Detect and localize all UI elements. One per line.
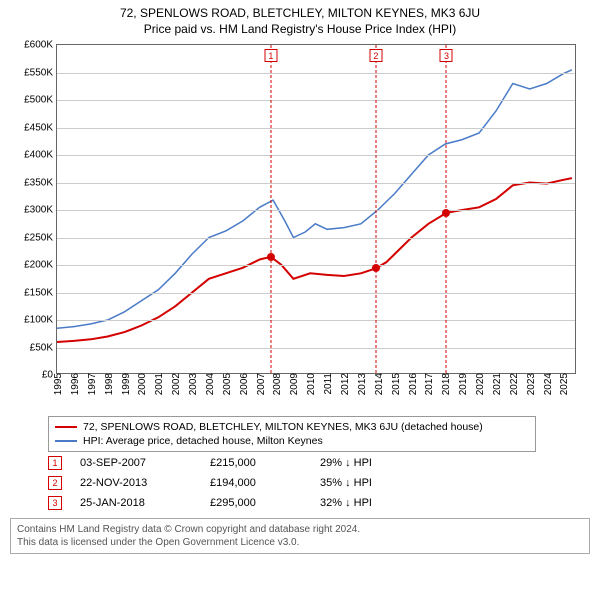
y-axis-label: £350K: [24, 177, 53, 188]
x-axis-label: 1995: [53, 373, 64, 395]
x-axis-label: 2010: [306, 373, 317, 395]
x-axis-label: 2023: [526, 373, 537, 395]
legend-swatch: [55, 426, 77, 428]
sale-marker-badge: 1: [264, 49, 277, 62]
sale-marker-line: [270, 45, 271, 373]
legend-label: 72, SPENLOWS ROAD, BLETCHLEY, MILTON KEY…: [83, 421, 483, 433]
x-axis-label: 2018: [441, 373, 452, 395]
footer-attribution: Contains HM Land Registry data © Crown c…: [10, 518, 590, 554]
x-axis-label: 2012: [340, 373, 351, 395]
legend-item: 72, SPENLOWS ROAD, BLETCHLEY, MILTON KEY…: [55, 421, 529, 433]
x-axis-label: 2025: [559, 373, 570, 395]
sale-row: 3 25-JAN-2018£295,00032% ↓ HPI: [48, 496, 590, 510]
footer-line-1: Contains HM Land Registry data © Crown c…: [17, 523, 583, 536]
x-axis-label: 2001: [154, 373, 165, 395]
sale-price: £215,000: [210, 457, 320, 469]
x-axis-label: 2000: [137, 373, 148, 395]
y-axis-label: £50K: [30, 342, 53, 353]
y-axis-label: £450K: [24, 122, 53, 133]
x-axis-label: 2009: [289, 373, 300, 395]
sale-date: 25-JAN-2018: [80, 497, 210, 509]
x-axis-label: 2011: [323, 373, 334, 395]
x-axis-label: 2008: [272, 373, 283, 395]
sale-price: £295,000: [210, 497, 320, 509]
sale-price: £194,000: [210, 477, 320, 489]
y-axis-label: £150K: [24, 287, 53, 298]
sale-marker-dot: [442, 209, 450, 217]
sale-marker-badge: 3: [440, 49, 453, 62]
x-axis-label: 2021: [492, 373, 503, 395]
x-axis-label: 2013: [357, 373, 368, 395]
x-axis-label: 2019: [458, 373, 469, 395]
x-axis-label: 2015: [391, 373, 402, 395]
legend-item: HPI: Average price, detached house, Milt…: [55, 435, 529, 447]
y-axis-label: £250K: [24, 232, 53, 243]
sale-marker-dot: [372, 264, 380, 272]
legend-label: HPI: Average price, detached house, Milt…: [83, 435, 323, 447]
x-axis-label: 2004: [205, 373, 216, 395]
chart-title: 72, SPENLOWS ROAD, BLETCHLEY, MILTON KEY…: [0, 6, 600, 20]
y-axis-label: £0: [42, 370, 53, 381]
x-axis-label: 2006: [239, 373, 250, 395]
x-axis-label: 2016: [408, 373, 419, 395]
x-axis-label: 2020: [475, 373, 486, 395]
plot-area: £0£50K£100K£150K£200K£250K£300K£350K£400…: [56, 44, 576, 374]
x-axis-label: 2005: [222, 373, 233, 395]
x-axis-label: 2017: [424, 373, 435, 395]
chart-area: £0 £50K £100K £150K £200K £250K £300K £350K £400…: [10, 40, 590, 410]
x-axis-label: 1996: [70, 373, 81, 395]
footer-line-2: This data is licensed under the Open Gov…: [17, 536, 583, 549]
x-axis-label: 1998: [104, 373, 115, 395]
x-axis-label: 2022: [509, 373, 520, 395]
sales-table: 1 03-SEP-2007£215,00029% ↓ HPI 2 22-NOV-201…: [48, 456, 590, 510]
sale-marker-dot: [267, 253, 275, 261]
y-axis-label: £500K: [24, 95, 53, 106]
x-axis-label: 2007: [256, 373, 267, 395]
x-axis-label: 2002: [171, 373, 182, 395]
sale-hpi-diff: 35% ↓ HPI: [320, 477, 372, 489]
x-axis-label: 2024: [543, 373, 554, 395]
x-axis-label: 1999: [121, 373, 132, 395]
y-axis-label: £550K: [24, 67, 53, 78]
legend-swatch: [55, 440, 77, 442]
y-axis-label: £100K: [24, 315, 53, 326]
sale-row: 2 22-NOV-2013£194,00035% ↓ HPI: [48, 476, 590, 490]
y-axis-label: £200K: [24, 260, 53, 271]
x-axis-label: 2014: [374, 373, 385, 395]
x-axis-label: 2003: [188, 373, 199, 395]
sale-hpi-diff: 29% ↓ HPI: [320, 457, 372, 469]
sale-row: 1 03-SEP-2007£215,00029% ↓ HPI: [48, 456, 590, 470]
sale-marker-line: [375, 45, 376, 373]
y-axis-label: £300K: [24, 205, 53, 216]
x-axis-label: 1997: [87, 373, 98, 395]
sale-index-badge: 3: [48, 496, 62, 510]
sale-index-badge: 1: [48, 456, 62, 470]
sale-marker-badge: 2: [369, 49, 382, 62]
legend-box: 72, SPENLOWS ROAD, BLETCHLEY, MILTON KEY…: [48, 416, 536, 452]
chart-subtitle: Price paid vs. HM Land Registry's House …: [0, 22, 600, 36]
sale-date: 03-SEP-2007: [80, 457, 210, 469]
sale-index-badge: 2: [48, 476, 62, 490]
y-axis-label: £600K: [24, 40, 53, 51]
y-axis-label: £400K: [24, 150, 53, 161]
sale-hpi-diff: 32% ↓ HPI: [320, 497, 372, 509]
sale-date: 22-NOV-2013: [80, 477, 210, 489]
